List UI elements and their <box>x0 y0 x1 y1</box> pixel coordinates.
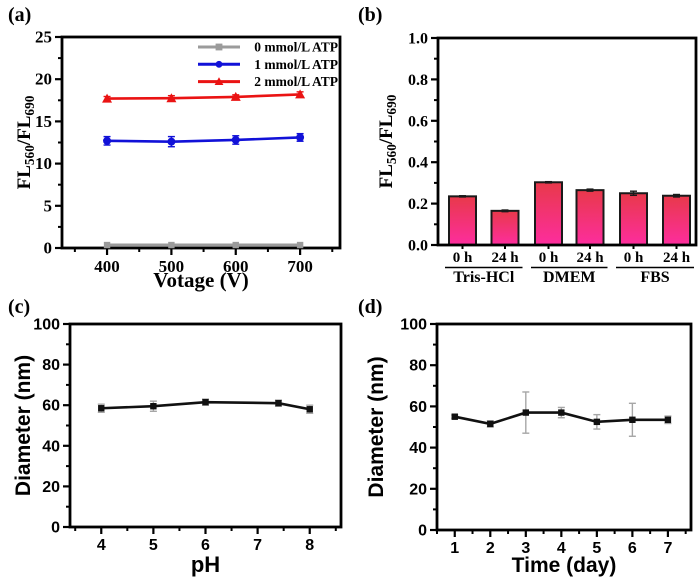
panel-b: (b) 0.0 0.2 0.4 0.6 0.8 1.0 FL560/FL690 0 h 24 h… <box>350 0 700 292</box>
svg-text:6: 6 <box>201 537 210 554</box>
svg-text:Tris-HCl: Tris-HCl <box>453 269 515 286</box>
svg-text:5: 5 <box>592 540 601 557</box>
svg-text:20: 20 <box>35 70 52 89</box>
svg-text:15: 15 <box>35 112 52 131</box>
svg-text:40: 40 <box>42 438 60 455</box>
panel-c-label: (c) <box>8 296 31 318</box>
svg-text:600: 600 <box>223 257 249 276</box>
svg-text:Diameter (nm): Diameter (nm) <box>12 355 35 496</box>
svg-text:25: 25 <box>35 28 52 47</box>
svg-text:6: 6 <box>628 540 637 557</box>
svg-text:400: 400 <box>94 257 120 276</box>
svg-text:Diameter (nm): Diameter (nm) <box>365 356 388 497</box>
svg-text:0: 0 <box>44 239 53 258</box>
svg-text:7: 7 <box>253 537 262 554</box>
svg-text:500: 500 <box>159 257 185 276</box>
panel-d: (d) 0 20 40 60 80 100 1 2 3 4 5 6 7 Time (day) Diamete… <box>350 292 700 584</box>
svg-text:pH: pH <box>191 552 220 577</box>
chart-c-diameter-vs-ph-plot: 0 20 40 60 80 100 4 5 6 7 8 pH Diameter (nm) <box>12 317 343 577</box>
svg-text:0.8: 0.8 <box>408 72 428 89</box>
svg-text:100: 100 <box>400 317 427 334</box>
svg-text:Time (day): Time (day) <box>512 554 617 577</box>
svg-text:5: 5 <box>44 196 53 215</box>
svg-text:60: 60 <box>409 399 427 416</box>
svg-text:4: 4 <box>557 540 566 557</box>
svg-text:0.2: 0.2 <box>408 196 428 213</box>
svg-text:1: 1 <box>450 540 459 557</box>
svg-text:0: 0 <box>418 523 427 540</box>
svg-text:2: 2 <box>486 540 495 557</box>
svg-text:8: 8 <box>305 537 314 554</box>
svg-text:DMEM: DMEM <box>543 269 595 286</box>
svg-text:20: 20 <box>42 479 60 496</box>
panel-a-label: (a) <box>8 4 32 26</box>
svg-text:0.0: 0.0 <box>408 238 428 255</box>
svg-text:60: 60 <box>42 398 60 415</box>
panel-c: (c) 0 20 40 60 80 100 4 5 6 7 8 pH Diameter (nm) <box>0 292 350 584</box>
svg-text:2 mmol/L ATP: 2 mmol/L ATP <box>254 74 338 89</box>
svg-text:0 h: 0 h <box>624 250 644 266</box>
svg-text:80: 80 <box>409 358 427 375</box>
svg-text:0 h: 0 h <box>539 250 559 266</box>
svg-text:FL560/FL690: FL560/FL690 <box>14 95 37 189</box>
svg-text:24 h: 24 h <box>491 250 519 266</box>
panel-b-label: (b) <box>358 4 383 26</box>
svg-text:Votage (V): Votage (V) <box>153 268 248 292</box>
svg-text:3: 3 <box>521 540 530 557</box>
chart-d-diameter-vs-time-plot: 0 20 40 60 80 100 1 2 3 4 5 6 7 Time (day) Diameter (n… <box>365 317 693 577</box>
svg-text:80: 80 <box>42 357 60 374</box>
svg-text:40: 40 <box>409 440 427 457</box>
svg-text:24 h: 24 h <box>576 250 604 266</box>
svg-text:0.6: 0.6 <box>408 113 428 130</box>
chart-b-stability-bar-plot: 0.0 0.2 0.4 0.6 0.8 1.0 FL560/FL690 0 h 24 h 0 h 2… <box>376 31 698 286</box>
svg-text:FBS: FBS <box>640 269 669 286</box>
svg-text:0: 0 <box>51 520 60 537</box>
svg-text:5: 5 <box>149 537 158 554</box>
svg-text:1 mmol/L ATP: 1 mmol/L ATP <box>254 57 338 72</box>
svg-text:700: 700 <box>287 257 313 276</box>
svg-text:1.0: 1.0 <box>408 31 428 48</box>
panel-d-label: (d) <box>358 296 383 318</box>
panel-a: (a) 0 5 10 15 20 25 400 500 600 700 Votage (V) FL56… <box>0 0 350 292</box>
svg-text:0 h: 0 h <box>453 250 473 266</box>
svg-text:4: 4 <box>97 537 106 554</box>
svg-text:0.4: 0.4 <box>408 155 428 172</box>
svg-text:20: 20 <box>409 481 427 498</box>
svg-text:24 h: 24 h <box>663 250 691 266</box>
svg-text:FL560/FL690: FL560/FL690 <box>376 94 399 188</box>
svg-text:100: 100 <box>33 317 60 334</box>
svg-text:10: 10 <box>35 154 52 173</box>
svg-text:0 mmol/L ATP: 0 mmol/L ATP <box>254 40 338 55</box>
svg-text:7: 7 <box>663 540 672 557</box>
chart-a-voltage-line-plot: 0 5 10 15 20 25 400 500 600 700 Votage (V) FL560/FL… <box>14 28 342 292</box>
